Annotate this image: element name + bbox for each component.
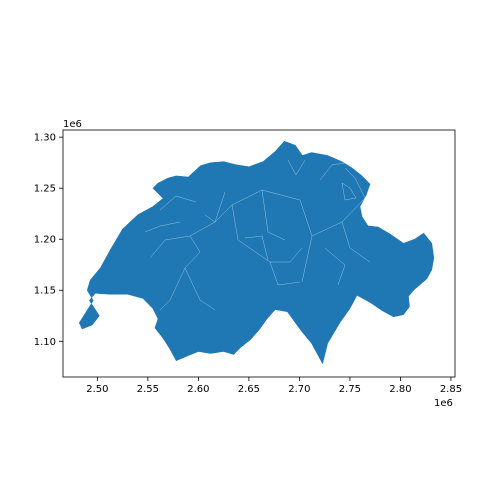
canton-border [311,167,366,237]
canton-border [149,235,201,311]
x-tick-label: 2.50 [86,384,108,395]
canton-border [204,191,226,223]
x-tick-label: 2.65 [238,384,260,395]
x-tick-label: 2.75 [339,384,361,395]
y-tick-label: 1.15 [34,286,56,297]
canton-border [269,261,301,286]
canton-border [341,221,371,263]
x-offset-label: 1e6 [434,398,453,409]
plot-area [78,140,435,365]
y-offset-label: 1e6 [63,119,82,130]
canton-border [319,161,351,181]
canton-border [261,189,286,241]
y-axis: 1.10 1.15 1.20 1.25 1.30 [34,133,63,348]
x-tick-label: 2.85 [440,384,462,395]
x-tick-label: 2.70 [288,384,310,395]
y-tick-label: 1.20 [34,235,56,246]
canton-border [341,182,357,201]
y-tick-label: 1.30 [34,133,56,144]
canton-border [324,247,346,286]
y-tick-label: 1.10 [34,337,56,348]
axes-frame [62,129,456,378]
y-tick-label: 1.25 [34,184,56,195]
canton-border [184,267,216,311]
canton-borders [144,159,371,311]
x-tick-label: 2.55 [137,384,159,395]
x-tick-label: 2.60 [187,384,209,395]
x-axis: 2.50 2.55 2.60 2.65 2.70 2.75 2.80 2.85 [86,377,462,395]
canton-border [244,235,269,261]
canton-border [287,159,306,176]
canton-border [144,221,181,233]
canton-border [159,195,197,211]
x-tick-label: 2.80 [389,384,411,395]
